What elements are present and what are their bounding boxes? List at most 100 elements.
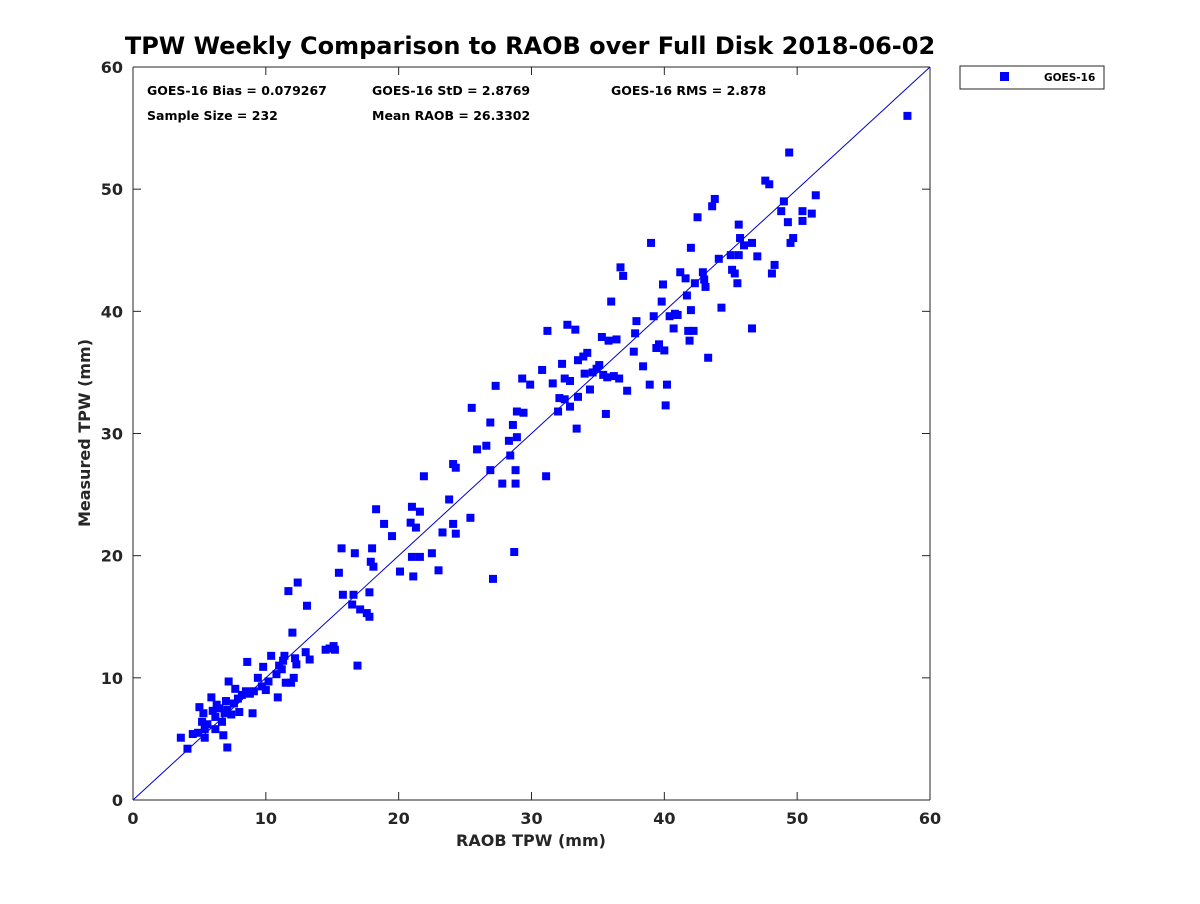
scatter-point [903,111,912,120]
legend-box [959,65,1105,90]
scatter-point [563,320,572,329]
scatter-point [645,380,654,389]
scatter-point [284,587,293,596]
scatter-point [714,254,723,263]
scatter-point [560,374,569,383]
scatter-point [467,403,476,412]
scatter-point [194,728,203,737]
scatter-point [765,180,774,189]
scatter-point [710,194,719,203]
scatter-point [330,645,339,654]
scatter-point [272,670,281,679]
x-tick-label: 50 [786,809,808,828]
y-tick-label: 60 [101,58,123,77]
scatter-point [701,282,710,291]
scatter-point [609,372,618,381]
scatter-point [211,712,220,721]
x-tick-label: 20 [388,809,410,828]
scatter-point [508,420,517,429]
scatter-point [730,269,739,278]
scatter-point [445,495,454,504]
scatter-point [303,601,312,610]
scatter-point [259,662,268,671]
scatter-point [195,703,204,712]
scatter-point [334,568,343,577]
scatter-point [223,705,232,714]
scatter-point [451,463,460,472]
sample-size-annotation: Sample Size = 232 [147,108,278,123]
scatter-point [369,562,378,571]
scatter-point [572,424,581,433]
scatter-point [657,297,666,306]
scatter-point [555,394,564,403]
y-tick-label: 0 [112,791,123,810]
scatter-point [595,361,604,370]
scatter-point [777,207,786,216]
x-tick-label: 0 [127,809,138,828]
scatter-point [659,280,667,289]
std-annotation: GOES-16 StD = 2.8769 [372,83,530,98]
scatter-point [451,529,460,538]
scatter-point [203,720,212,729]
scatter-point [511,466,520,475]
scatter-point [486,466,495,475]
scatter-point [349,590,358,599]
scatter-point [176,733,185,742]
scatter-point [388,532,397,541]
scatter-point [277,665,286,674]
scatter-point [287,678,296,687]
scatter-point [619,271,628,280]
scatter-point [798,216,807,225]
scatter-point [612,335,621,344]
scatter-point [690,279,699,288]
scatter-point [264,677,273,686]
scatter-point [615,374,624,383]
scatter-point [293,578,302,587]
scatter-point [639,362,648,371]
scatter-point [789,234,798,243]
scatter-point [512,407,521,416]
scatter-point [279,656,288,665]
scatter-point [406,518,415,527]
scatter-point [348,600,357,609]
scatter-point [291,654,300,663]
x-tick-label: 30 [520,809,542,828]
scatter-point [188,730,197,739]
scatter-point [338,590,347,599]
scatter-point [601,409,610,418]
scatter-point [597,332,606,341]
y-tick-label: 30 [101,425,123,444]
scatter-point [700,275,709,284]
scatter-point [631,329,640,338]
scatter-point [566,402,575,411]
scatter-point [224,677,233,686]
scatter-point [366,557,375,566]
scatter-point [253,673,262,682]
scatter-point [686,306,695,315]
scatter-point [649,312,658,321]
scatter-point [704,353,713,362]
scatter-point [770,260,779,269]
scatter-point [208,706,217,715]
scatter-point [647,238,656,247]
scatter-point [560,395,569,404]
scatter-point [733,279,742,288]
scatter-point [273,693,282,702]
scatter-point [219,731,228,740]
scatter-point [798,207,807,216]
rms-annotation: GOES-16 RMS = 2.878 [611,83,766,98]
legend-marker-square [1000,72,1009,81]
scatter-point [726,251,735,260]
scatter-point [249,687,258,696]
axis-ticks-layer: 0 10 20 30 40 50 60 0 10 20 30 40 50 60 [101,58,941,828]
scatter-point [580,369,589,378]
scatter-point [673,311,682,319]
scatter-point [449,519,458,528]
scatter-point [661,401,670,410]
scatter-point [748,238,756,247]
y-tick-label: 20 [101,547,123,566]
x-axis-label: RAOB TPW (mm) [456,831,606,850]
scatter-point [662,380,671,389]
